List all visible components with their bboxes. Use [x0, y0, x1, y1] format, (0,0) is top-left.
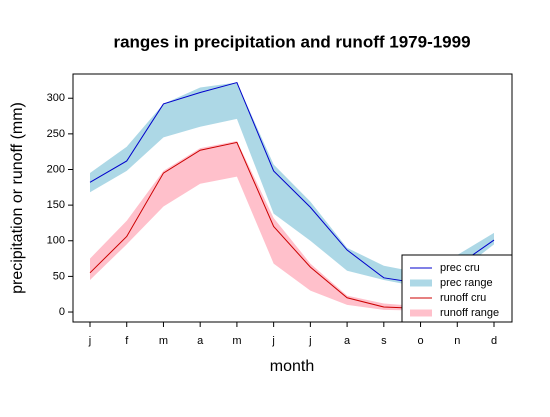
x-axis-label: month [270, 358, 314, 375]
y-tick-label: 100 [47, 235, 65, 247]
y-tick-label: 150 [47, 199, 65, 211]
plot-frame [72, 73, 513, 323]
y-tick-label: 300 [47, 92, 65, 104]
x-tick-label: d [491, 335, 497, 347]
y-tick-label: 50 [53, 270, 65, 282]
y-axis-label: precipitation or runoff (mm) [9, 102, 26, 294]
x-tick-label: m [232, 335, 241, 347]
y-tick-label: 250 [47, 128, 65, 140]
range-band [90, 82, 494, 288]
range-band [90, 140, 494, 311]
x-tick-label: a [344, 335, 351, 347]
legend-label: runoff cru [440, 292, 486, 304]
x-tick-label: o [417, 335, 423, 347]
x-tick-label: n [454, 335, 460, 347]
y-tick-label: 0 [59, 306, 65, 318]
legend-label: prec range [440, 277, 493, 289]
x-tick-label: j [308, 335, 311, 347]
legend-label: prec cru [440, 262, 480, 274]
chart-title: ranges in precipitation and runoff 1979-… [113, 32, 470, 51]
legend-label: runoff range [440, 307, 499, 319]
x-tick-label: a [197, 335, 204, 347]
x-tick-label: j [271, 335, 274, 347]
x-tick-label: s [381, 335, 387, 347]
x-tick-label: f [125, 335, 129, 347]
x-tick-label: m [159, 335, 168, 347]
y-tick-label: 200 [47, 163, 65, 175]
x-tick-label: j [88, 335, 91, 347]
